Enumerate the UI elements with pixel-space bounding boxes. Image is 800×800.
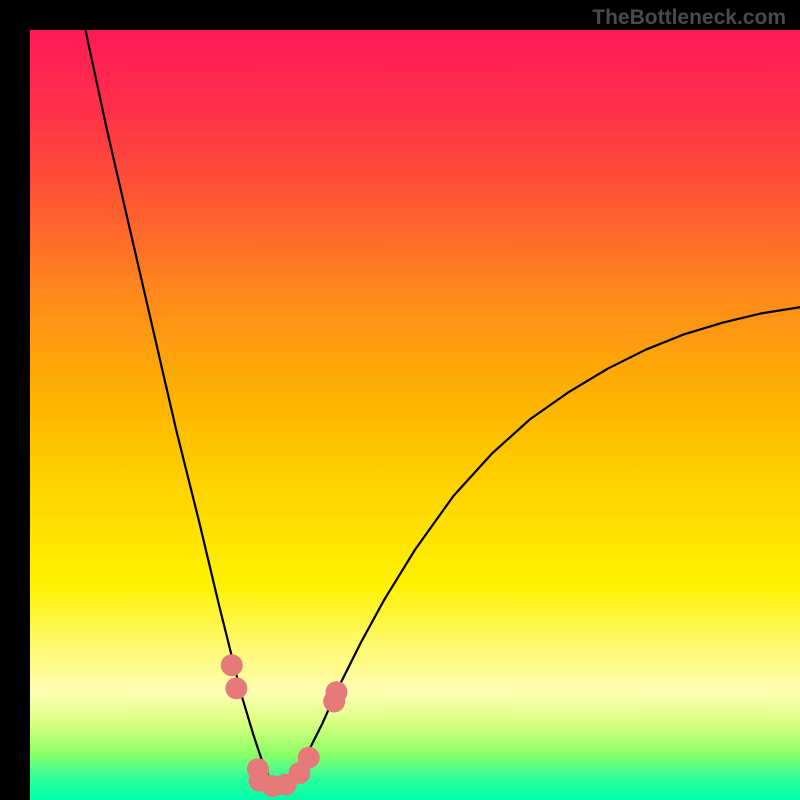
data-marker	[298, 747, 320, 769]
plot-area	[30, 30, 800, 800]
plot-svg	[30, 30, 800, 800]
data-marker	[225, 677, 247, 699]
data-marker	[221, 654, 243, 676]
data-marker	[325, 681, 347, 703]
watermark-text: TheBottleneck.com	[592, 6, 786, 30]
gradient-background	[30, 30, 800, 800]
chart-container: TheBottleneck.com	[0, 0, 800, 800]
